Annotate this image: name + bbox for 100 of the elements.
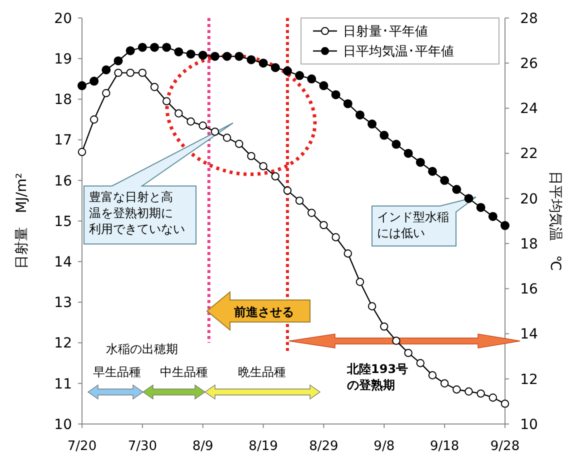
y2-tick-label: 20 (520, 191, 538, 208)
y-tick-label: 12 (54, 336, 72, 352)
point (174, 47, 184, 56)
point (90, 115, 98, 124)
annotation: 北陸193号の登熟期 (346, 362, 408, 392)
point (416, 359, 424, 368)
point (464, 194, 474, 203)
point (210, 128, 220, 136)
point (150, 42, 160, 52)
y-tick-label: 10 (54, 416, 72, 433)
point (138, 68, 147, 77)
point (404, 148, 413, 158)
y-tick-label: 11 (54, 376, 72, 392)
point (90, 76, 99, 86)
point (331, 90, 340, 100)
point (282, 66, 292, 76)
point (452, 385, 461, 394)
point (198, 50, 208, 60)
point (368, 302, 376, 310)
point (416, 158, 425, 167)
x-tick-label: 8/9 (192, 439, 214, 454)
y2-tick-label: 10 (520, 416, 538, 433)
point (174, 109, 183, 118)
y2-tick-label: 12 (520, 372, 538, 388)
point (78, 148, 86, 156)
legend-label: 日射量･平年値 (343, 24, 428, 40)
point (247, 152, 256, 160)
x-tick-label: 7/20 (67, 439, 97, 454)
point (476, 389, 485, 398)
y-tick-label: 16 (54, 173, 72, 190)
point (102, 89, 110, 98)
y-tick-label: 17 (54, 132, 72, 149)
x-tick-label: 9/8 (374, 439, 395, 454)
point (246, 55, 256, 64)
point (332, 233, 340, 242)
point (222, 134, 232, 142)
point (476, 202, 486, 212)
y-tick-label: 18 (54, 92, 72, 108)
point (162, 42, 172, 52)
point (428, 166, 437, 176)
point (368, 120, 377, 129)
point (258, 58, 268, 68)
point (126, 46, 135, 56)
point (320, 220, 328, 230)
point (138, 42, 147, 52)
point (428, 371, 437, 380)
point (440, 379, 449, 388)
y2-tick-label: 24 (520, 101, 538, 118)
y2-tick-label: 16 (520, 282, 538, 298)
x-tick-label: 9/28 (490, 439, 520, 454)
y2-tick-label: 14 (520, 326, 538, 343)
annotation: 中生品種 (160, 365, 208, 379)
point (488, 212, 498, 221)
annotation: インド型水稲には低い (377, 210, 449, 240)
point (186, 50, 196, 59)
point (500, 221, 510, 230)
x-tick-label: 9/18 (430, 439, 460, 454)
point (78, 81, 86, 90)
x-tick-label: 7/30 (128, 439, 158, 454)
point (380, 130, 389, 140)
y-tick-label: 13 (54, 295, 72, 312)
y-tick-label: 19 (54, 52, 72, 68)
legend-label: 日平均気温･平年値 (343, 44, 454, 60)
point (102, 65, 111, 74)
point (150, 82, 159, 92)
point (392, 140, 401, 149)
point (380, 322, 388, 331)
point (295, 196, 304, 205)
point (295, 71, 304, 80)
y-tick-label: 20 (54, 10, 72, 27)
point (234, 52, 244, 61)
point (186, 117, 195, 126)
point (222, 52, 232, 61)
point (355, 110, 364, 120)
annotation: 水稲の出穂期 (106, 342, 178, 356)
point (162, 97, 171, 106)
y2-tick-label: 28 (520, 10, 538, 27)
point (210, 52, 220, 61)
point (114, 56, 123, 66)
point (464, 387, 473, 396)
point (488, 394, 498, 402)
annotation: 早生品種 (93, 365, 141, 379)
point (283, 186, 292, 195)
y2-tick-label: 18 (520, 236, 538, 252)
point (271, 172, 280, 180)
point (440, 176, 450, 185)
y2-axis-title: 日平均気温 ℃ (547, 171, 563, 271)
annotation: 前進させる (233, 305, 294, 319)
point (235, 140, 244, 148)
y-tick-label: 14 (54, 254, 72, 270)
x-tick-label: 8/19 (248, 439, 278, 454)
point (344, 249, 352, 258)
point (270, 63, 280, 72)
y-axis-title: 日射量 MJ/m² (14, 172, 30, 270)
point (356, 278, 364, 286)
y-tick-label: 15 (54, 214, 72, 230)
x-tick-label: 8/29 (309, 439, 338, 454)
point (319, 81, 328, 90)
point (114, 68, 122, 77)
point (452, 184, 462, 194)
